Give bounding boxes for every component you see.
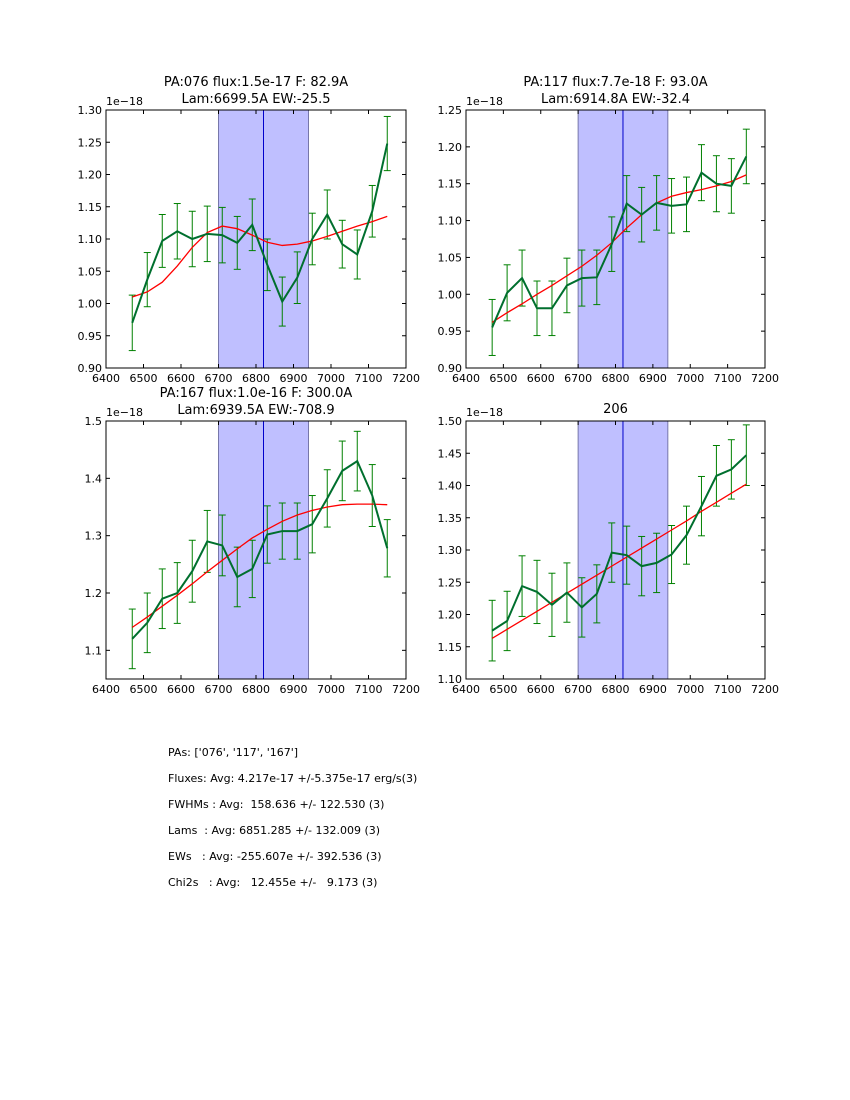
x-tick-label: 6700 — [564, 683, 592, 696]
x-tick-label: 7000 — [676, 683, 704, 696]
x-tick-label: 7100 — [714, 372, 742, 385]
x-tick-label: 6900 — [639, 372, 667, 385]
y-tick-label: 1.15 — [78, 201, 103, 214]
subplot-title: 206 — [603, 402, 628, 417]
y-tick-label: 1.05 — [78, 265, 103, 278]
x-tick-label: 6800 — [602, 683, 630, 696]
y-offset-label: 1e−18 — [106, 406, 143, 419]
y-tick-label: 1.20 — [78, 169, 103, 182]
data-line — [491, 155, 748, 328]
y-tick-label: 1.25 — [438, 104, 463, 117]
y-tick-label: 1.1 — [85, 644, 103, 657]
x-tick-label: 6700 — [205, 372, 233, 385]
model-line — [491, 174, 747, 323]
stat-fwhms: FWHMs : Avg: 158.636 +/- 122.530 (3) — [168, 798, 385, 811]
y-tick-label: 0.90 — [438, 362, 463, 375]
stat-chi2s: Chi2s : Avg: 12.455e +/- 9.173 (3) — [168, 876, 378, 889]
x-tick-label: 6600 — [167, 683, 195, 696]
x-tick-label: 6400 — [92, 683, 120, 696]
data-line — [491, 454, 748, 632]
x-tick-label: 7200 — [751, 372, 779, 385]
y-tick-label: 1.30 — [438, 544, 463, 557]
subplot-title-line1: PA:117 flux:7.7e-18 F: 93.0A — [523, 75, 707, 90]
x-tick-label: 6500 — [489, 372, 517, 385]
subplot-1: 6400 6500 6600 6700 6800 6900 7000 7100 7200 0.90… — [78, 75, 421, 385]
x-tick-label: 7000 — [676, 372, 704, 385]
y-tick-label: 1.00 — [438, 288, 463, 301]
y-tick-label: 1.00 — [78, 298, 103, 311]
y-tick-label: 1.3 — [85, 530, 103, 543]
x-tick-label: 6600 — [167, 372, 195, 385]
x-tick-label: 7100 — [714, 683, 742, 696]
x-tick-label: 6400 — [452, 372, 480, 385]
subplot-title-line1: PA:167 flux:1.0e-16 F: 300.0A — [160, 386, 353, 401]
x-tick-label: 6600 — [527, 683, 555, 696]
x-tick-label: 6400 — [452, 683, 480, 696]
y-tick-label: 1.20 — [438, 609, 463, 622]
stat-ews: EWs : Avg: -255.607e +/- 392.536 (3) — [168, 850, 382, 863]
x-tick-label: 7000 — [317, 683, 345, 696]
model-line — [131, 503, 388, 628]
y-tick-label: 1.05 — [438, 251, 463, 264]
x-tick-label: 7100 — [355, 372, 383, 385]
stat-lams: Lams : Avg: 6851.285 +/- 132.009 (3) — [168, 824, 381, 837]
x-tick-label: 7100 — [355, 683, 383, 696]
y-tick-label: 1.25 — [438, 576, 463, 589]
x-tick-label: 6500 — [130, 683, 158, 696]
y-tick-label: 1.2 — [85, 587, 103, 600]
x-tick-label: 6800 — [242, 683, 270, 696]
y-offset-label: 1e−18 — [106, 95, 143, 108]
y-tick-label: 1.10 — [438, 673, 463, 686]
subplot-title-line2: Lam:6699.5A EW:-25.5 — [181, 92, 330, 107]
subplot-title-line1: PA:076 flux:1.5e-17 F: 82.9A — [164, 75, 348, 90]
x-tick-label: 7000 — [317, 372, 345, 385]
y-tick-label: 1.15 — [438, 641, 463, 654]
y-tick-label: 1.5 — [85, 415, 103, 428]
x-tick-label: 6400 — [92, 372, 120, 385]
summary-stats: PAs: ['076', '117', '167'] Fluxes: Avg: … — [168, 740, 417, 896]
x-tick-label: 6900 — [280, 683, 308, 696]
subplot-title-line2: Lam:6914.8A EW:-32.4 — [541, 92, 690, 107]
y-tick-label: 0.90 — [78, 362, 103, 375]
x-tick-label: 6800 — [602, 372, 630, 385]
y-tick-label: 1.10 — [438, 215, 463, 228]
y-offset-label: 1e−18 — [466, 95, 503, 108]
stat-fluxes: Fluxes: Avg: 4.217e-17 +/-5.375e-17 erg/… — [168, 772, 418, 785]
x-tick-label: 6900 — [639, 683, 667, 696]
model-line — [491, 483, 747, 639]
x-tick-label: 6900 — [280, 372, 308, 385]
x-tick-label: 6500 — [130, 372, 158, 385]
x-tick-label: 6500 — [489, 683, 517, 696]
y-tick-label: 1.20 — [438, 141, 463, 154]
y-tick-label: 1.4 — [85, 472, 103, 485]
y-tick-label: 0.95 — [78, 330, 103, 343]
subplot-4: 6400 6500 6600 6700 6800 6900 7000 7100 7200 1.10… — [438, 402, 780, 696]
model-line — [132, 215, 388, 298]
data-line — [131, 459, 389, 640]
y-tick-label: 1.40 — [438, 480, 463, 493]
y-tick-label: 1.10 — [78, 233, 103, 246]
y-tick-label: 1.45 — [438, 447, 463, 460]
y-tick-label: 1.50 — [438, 415, 463, 428]
stat-pas: PAs: ['076', '117', '167'] — [168, 746, 299, 759]
x-tick-label: 6700 — [564, 372, 592, 385]
subplot-title-line2: Lam:6939.5A EW:-708.9 — [177, 403, 334, 418]
x-tick-label: 7200 — [392, 372, 420, 385]
y-offset-label: 1e−18 — [466, 406, 503, 419]
y-tick-label: 1.15 — [438, 178, 463, 191]
x-tick-label: 6600 — [527, 372, 555, 385]
x-tick-label: 7200 — [751, 683, 779, 696]
x-tick-label: 6800 — [242, 372, 270, 385]
y-tick-label: 1.30 — [78, 104, 103, 117]
x-tick-label: 6700 — [205, 683, 233, 696]
y-tick-label: 1.25 — [78, 136, 103, 149]
y-tick-label: 1.35 — [438, 512, 463, 525]
data-line — [131, 143, 389, 324]
subplot-2: 6400 6500 6600 6700 6800 6900 7000 7100 7200 0.90… — [438, 75, 780, 385]
y-tick-label: 0.95 — [438, 325, 463, 338]
subplot-3: 6400 6500 6600 6700 6800 6900 7000 7100 7200 1.1 1… — [85, 386, 421, 696]
x-tick-label: 7200 — [392, 683, 420, 696]
